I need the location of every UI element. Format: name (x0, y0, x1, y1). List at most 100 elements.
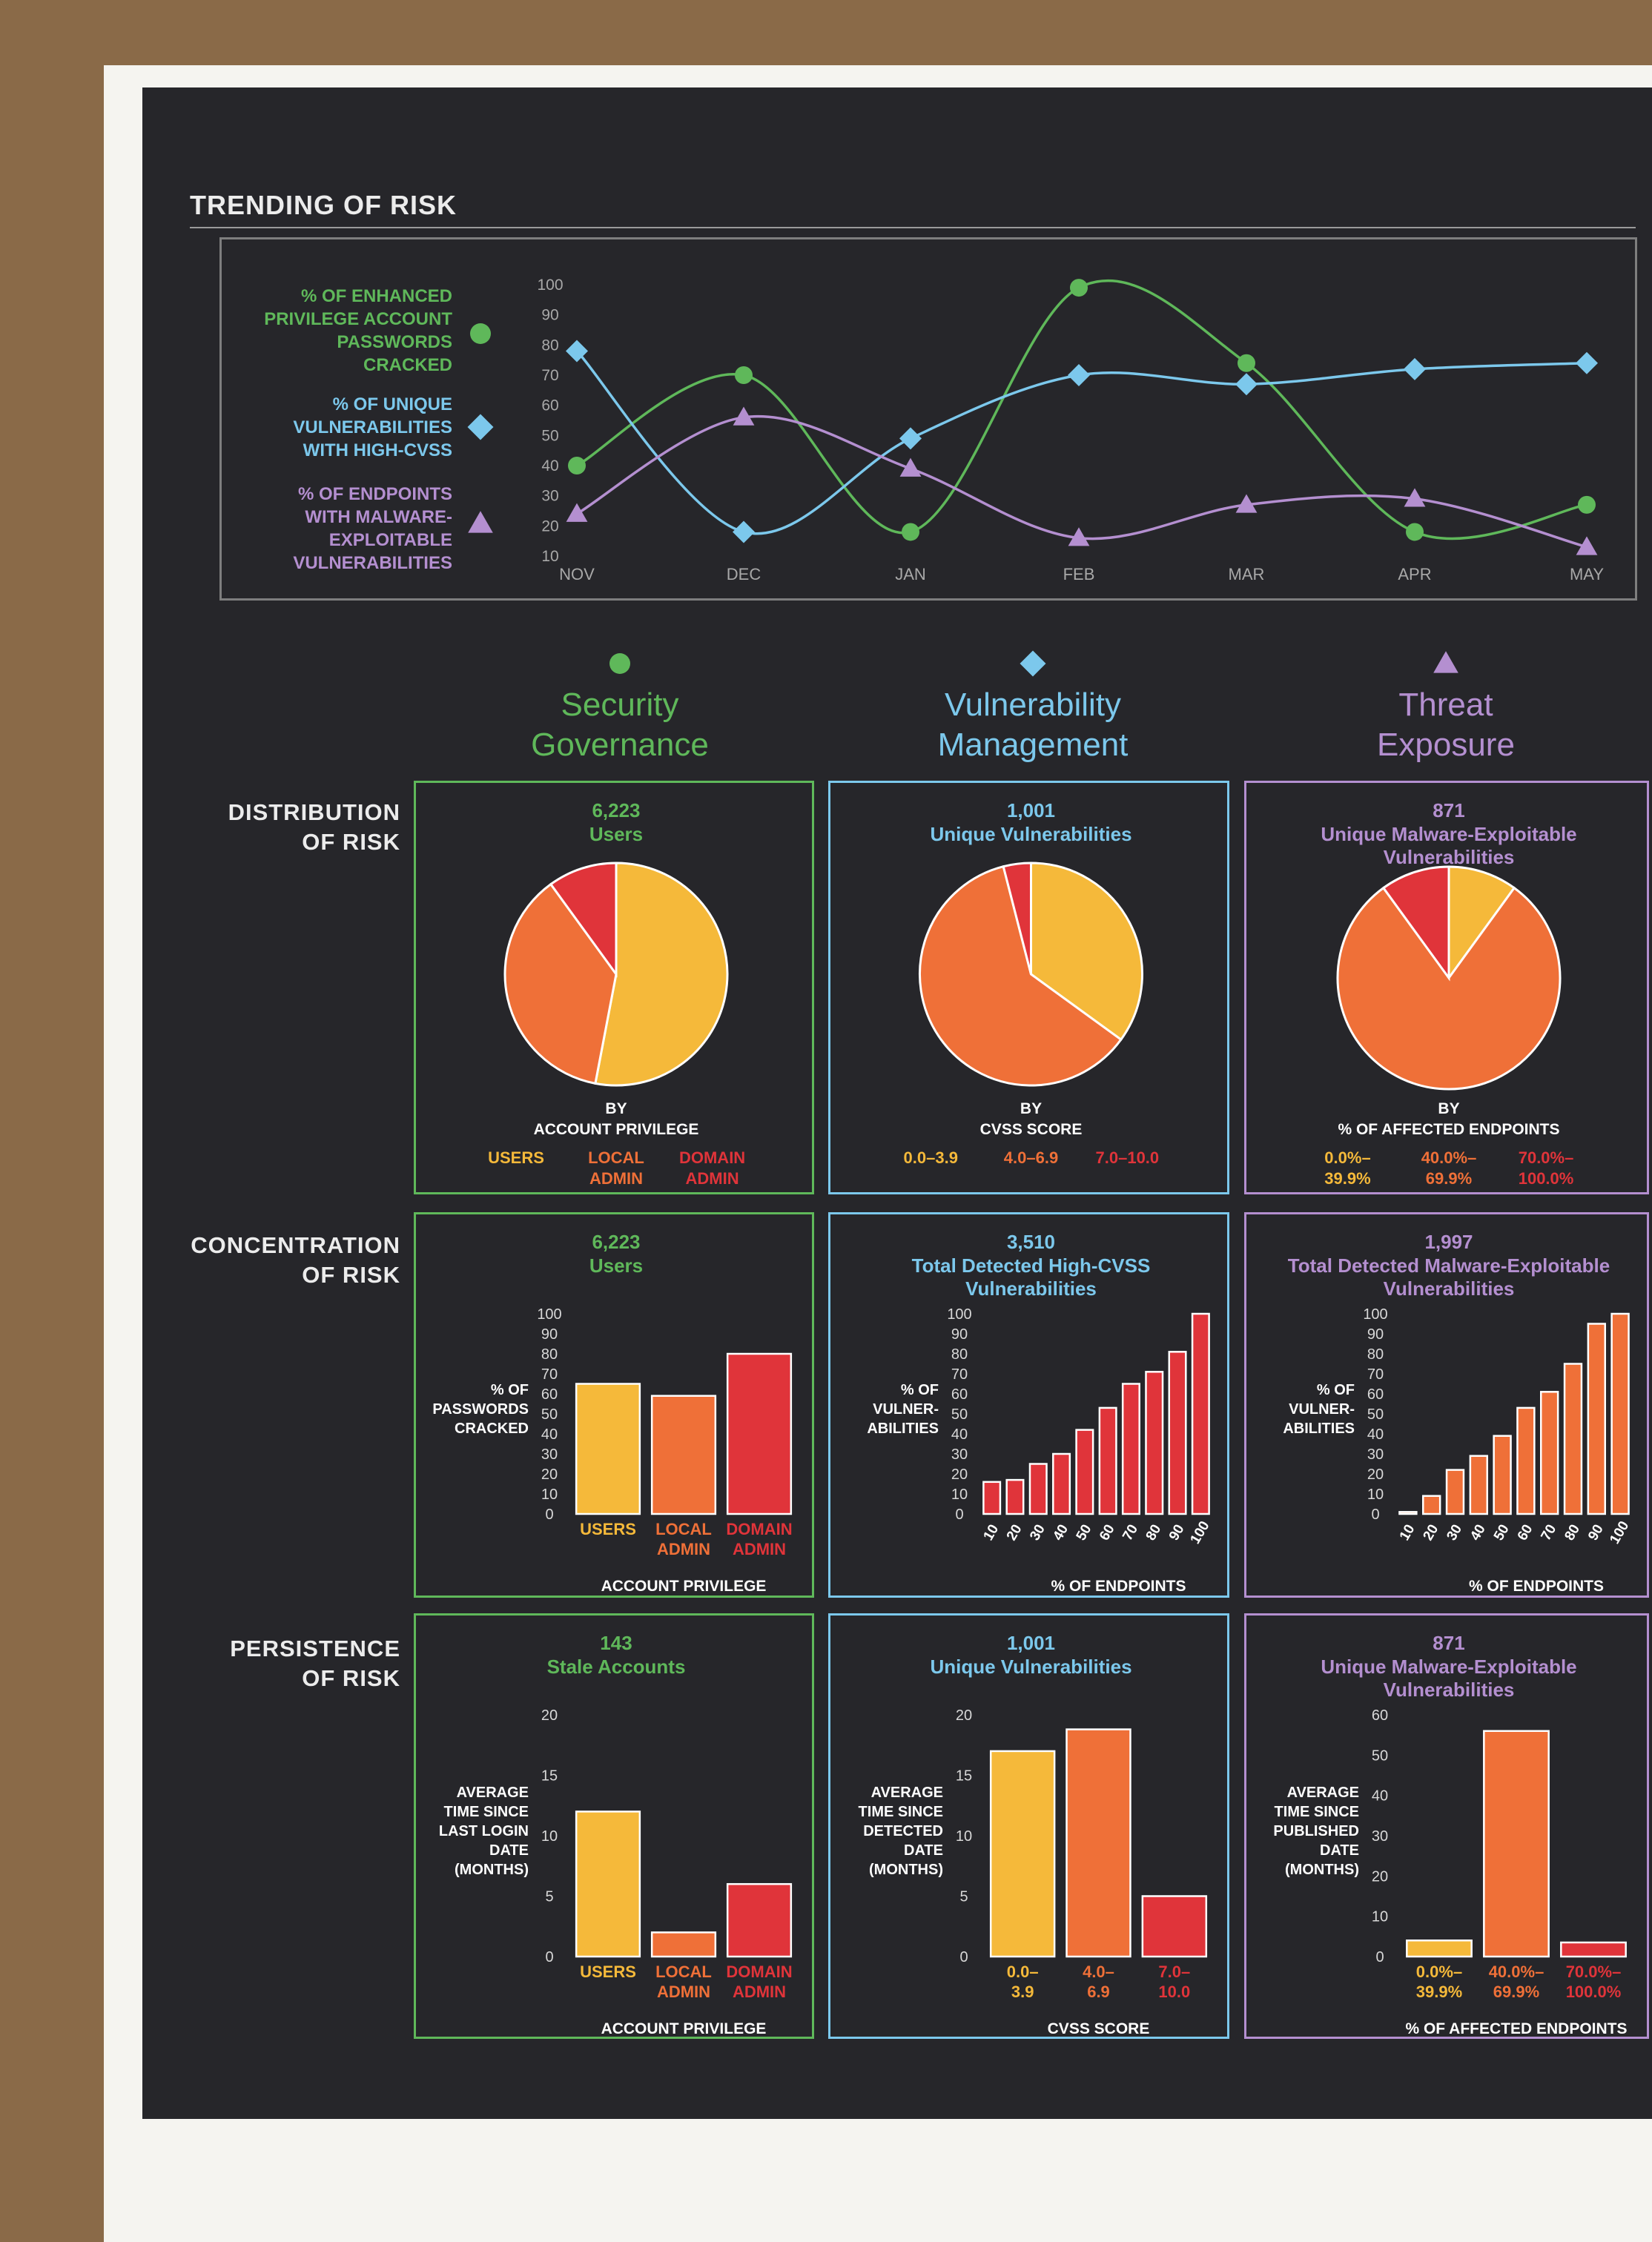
bar-category-label: USERS (580, 1520, 636, 1538)
bar-xlabel: ACCOUNT PRIVILEGE (601, 2020, 767, 2037)
bar-ytick: 40 (951, 1426, 968, 1443)
trend-point (1070, 279, 1088, 297)
trend-legend-line: PASSWORDS (337, 332, 452, 352)
bar-ylabel: VULNER- (1289, 1401, 1355, 1418)
column-title-line: Governance (531, 727, 709, 763)
bar-xtick: 80 (1143, 1522, 1165, 1544)
bar-ylabel: (MONTHS) (1285, 1862, 1359, 1878)
bar-ytick: 0 (545, 1507, 553, 1523)
panel-subtitle: Users (589, 823, 643, 845)
bar-ytick: 30 (1372, 1828, 1388, 1845)
column-diamond-icon (1020, 650, 1046, 677)
trend-point (733, 520, 755, 543)
pie-legend-label: 0.0%– (1324, 1148, 1370, 1167)
trend-point (1576, 351, 1598, 374)
bar-category-label: 70.0%– (1566, 1962, 1622, 1981)
bar-ytick: 50 (541, 1406, 558, 1423)
bar-ytick: 10 (951, 1487, 968, 1503)
row-title: CONCENTRATION OF RISK (178, 1231, 400, 1290)
trend-point (1578, 495, 1596, 514)
column-title-line: Management (937, 727, 1129, 763)
dashboard-board (142, 87, 1652, 2119)
bar-ylabel: PUBLISHED (1273, 1823, 1359, 1839)
bar (1121, 1383, 1140, 1515)
bar (1483, 1730, 1550, 1958)
trend-chart-frame (219, 237, 1637, 601)
bar-ytick: 100 (537, 1306, 561, 1323)
pie-slice (919, 864, 1123, 1087)
bar-ytick: 50 (1367, 1406, 1384, 1423)
panel-subtitle: Unique Malware-Exploitable (1321, 1656, 1576, 1678)
column-title: Vulnerability Management (848, 685, 1218, 765)
column-triangle-icon (1433, 651, 1458, 673)
trend-point (1576, 536, 1598, 555)
trend-xtick: MAY (1570, 565, 1604, 583)
bar-ytick: 100 (947, 1306, 971, 1323)
panel-subtitle: Vulnerabilities (1384, 846, 1515, 868)
bar-category-label: 0.0%– (1416, 1962, 1462, 1981)
bar (1398, 1511, 1418, 1515)
panel-subtitle: Vulnerabilities (1384, 1679, 1515, 1701)
pie-legend-label: ADMIN (589, 1169, 643, 1188)
trend-point (899, 427, 922, 450)
bar (726, 1882, 793, 1958)
trend-legend-line: % OF UNIQUE (332, 394, 452, 414)
bar (989, 1750, 1056, 1958)
panel-subtitle: Total Detected High-CVSS (912, 1254, 1151, 1277)
row-title-line: DISTRIBUTION (228, 799, 400, 825)
bar (1493, 1435, 1512, 1515)
bar-xtick: 20 (1004, 1522, 1025, 1544)
trend-ytick: 100 (537, 277, 563, 294)
bar-xtick: 100 (1607, 1518, 1632, 1547)
trend-ytick: 70 (541, 367, 558, 384)
trend-legend-line: WITH HIGH-CVSS (303, 440, 452, 460)
bar-ytick: 50 (951, 1406, 968, 1423)
bar-ytick: 0 (1375, 1949, 1384, 1965)
bar-ytick: 20 (1372, 1868, 1388, 1885)
bar-category-label: ADMIN (733, 1983, 786, 2001)
trend-series-line (576, 279, 1587, 540)
bar-category-label: 69.9% (1493, 1983, 1539, 2001)
bar (1005, 1478, 1025, 1515)
bar (726, 1352, 793, 1515)
bar-ytick: 60 (1372, 1707, 1388, 1724)
bar-ylabel: TIME SINCE (444, 1804, 529, 1820)
bar-category-label: LOCAL (655, 1962, 712, 1981)
pie-slice (594, 862, 729, 1087)
bar-ytick: 100 (1363, 1306, 1387, 1323)
bar (1065, 1728, 1131, 1958)
trend-xtick: JAN (895, 565, 926, 583)
trend-point (568, 457, 586, 474)
bar-category-label: ADMIN (733, 1540, 786, 1558)
panel-subtitle: Users (589, 1254, 643, 1277)
trend-xtick: DEC (727, 565, 761, 583)
pie-slice (503, 882, 618, 1085)
panel-conc-vuln: 3,510 Total Detected High-CVSS Vulnerabili… (828, 1212, 1229, 1598)
panel-count: 1,001 (1007, 1632, 1055, 1654)
trend-ytick: 30 (541, 488, 558, 505)
bar (1075, 1429, 1094, 1515)
section-title: TRENDING OF RISK (190, 190, 457, 220)
bar-category-label: 39.9% (1416, 1983, 1462, 2001)
trend-ytick: 90 (541, 307, 558, 324)
trend-point (899, 457, 922, 477)
bar (575, 1811, 641, 1958)
trend-legend-circle-icon (470, 323, 491, 344)
trend-legend-line: EXPLOITABLE (328, 530, 452, 550)
bar-ytick: 0 (959, 1949, 968, 1965)
bar-ytick: 80 (1367, 1346, 1384, 1363)
bar-ytick: 60 (951, 1386, 968, 1403)
trend-point (566, 503, 588, 522)
bar (1098, 1406, 1117, 1515)
bar (650, 1931, 717, 1958)
trend-xtick: APR (1398, 565, 1431, 583)
panel-count: 1,997 (1424, 1231, 1473, 1253)
bar-ylabel: % OF (491, 1382, 529, 1398)
bar-ytick: 80 (951, 1346, 968, 1363)
trend-point (1406, 523, 1424, 541)
bar-category-label: 3.9 (1011, 1983, 1034, 2001)
